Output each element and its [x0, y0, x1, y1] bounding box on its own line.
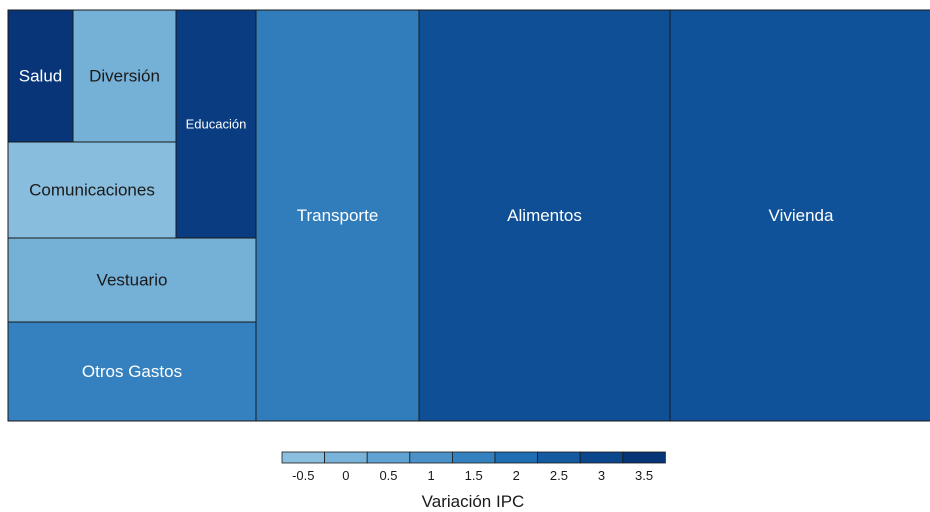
tile-rect-salud: [7, 9, 74, 143]
legend-tick-label: 0: [342, 468, 349, 483]
legend-swatch: [366, 451, 411, 464]
tile-label-otros-gastos: Otros Gastos: [82, 362, 182, 381]
legend-tick-label: 2: [513, 468, 520, 483]
tile-label-vestuario: Vestuario: [97, 271, 168, 290]
legend-swatch: [324, 451, 368, 464]
tile-label-alimentos: Alimentos: [507, 206, 582, 225]
tile-otros-gastos: Otros Gastos: [7, 321, 257, 422]
tile-salud: Salud: [7, 9, 74, 143]
legend-swatch: [537, 451, 581, 464]
tile-label-vivienda: Vivienda: [769, 206, 834, 225]
tile-diversion: Diversión: [72, 9, 177, 143]
tile-label-educacion: Educación: [186, 117, 247, 132]
legend-tick-label: 1: [427, 468, 434, 483]
tile-transporte: Transporte: [255, 9, 420, 422]
legend-ticks: -0.5 0 0.5 1 1.5 2 2.5 3 3.5: [292, 468, 653, 483]
legend-tick-label: -0.5: [292, 468, 314, 483]
tile-rect-alimentos: [418, 9, 671, 422]
legend-color-bar: [281, 451, 666, 464]
tile-label-diversion: Diversión: [89, 67, 160, 86]
legend-tick-label: 3.5: [635, 468, 653, 483]
tile-label-salud: Salud: [19, 67, 62, 86]
tile-rect-transporte: [255, 9, 420, 422]
legend-tick-label: 0.5: [379, 468, 397, 483]
color-legend: -0.5 0 0.5 1 1.5 2 2.5 3 3.5 Variación IPC: [281, 451, 666, 511]
tile-vestuario: Vestuario: [7, 237, 257, 323]
treemap-tiles: Vivienda Alimentos Transporte Otros Gastos V…: [7, 9, 930, 422]
tile-rect-diversion: [72, 9, 177, 143]
tile-label-comunicaciones: Comunicaciones: [29, 181, 155, 200]
tile-vivienda: Vivienda: [669, 9, 930, 422]
legend-swatch: [281, 451, 325, 464]
tile-alimentos: Alimentos: [418, 9, 671, 422]
tile-rect-comunicaciones: [7, 141, 177, 239]
tile-label-transporte: Transporte: [297, 206, 379, 225]
legend-swatch: [451, 451, 496, 464]
tile-rect-vestuario: [7, 237, 257, 323]
tile-rect-vivienda: [669, 9, 930, 422]
legend-tick-label: 3: [598, 468, 605, 483]
legend-swatch: [494, 451, 538, 464]
legend-tick-label: 2.5: [550, 468, 568, 483]
legend-title: Variación IPC: [422, 492, 525, 511]
tile-rect-otros-gastos: [7, 321, 257, 422]
tile-comunicaciones: Comunicaciones: [7, 141, 177, 239]
legend-swatch: [622, 451, 666, 464]
legend-swatch: [579, 451, 624, 464]
legend-swatch: [409, 451, 453, 464]
legend-tick-label: 1.5: [465, 468, 483, 483]
tile-educacion: Educación: [175, 9, 257, 239]
